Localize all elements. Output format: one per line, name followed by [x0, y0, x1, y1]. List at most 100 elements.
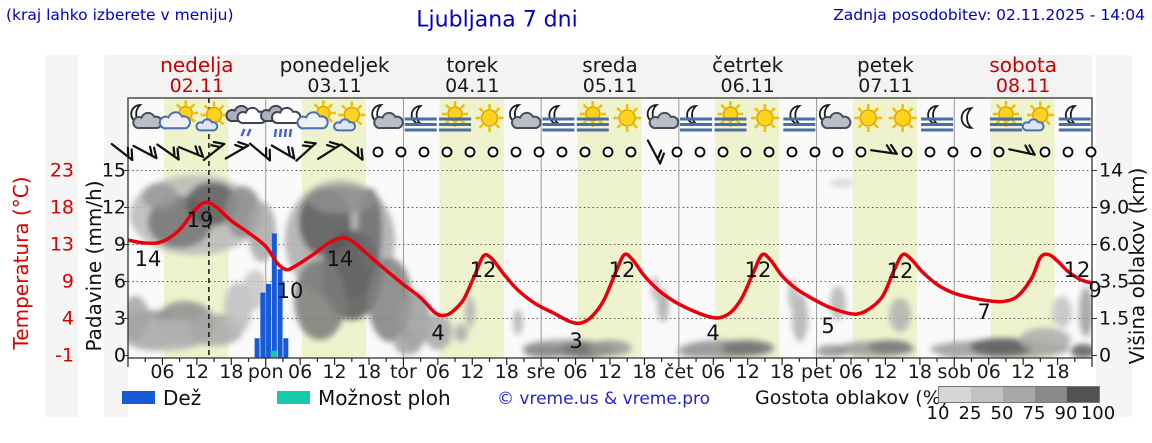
hour-label: 18	[219, 361, 243, 383]
barb-feather	[237, 140, 250, 147]
barb-feather	[360, 147, 364, 161]
sun-ray	[720, 103, 726, 110]
wind-barb-icon	[132, 144, 158, 160]
barb-feather	[325, 143, 337, 149]
day-header-sreda: sreda 05.11	[541, 55, 679, 97]
cloud-blob	[1052, 296, 1072, 328]
calm-wind-icon	[418, 146, 430, 158]
calm-wind-icon	[1085, 146, 1097, 158]
cloud-blob	[513, 309, 523, 335]
weather-icon-moon-fog	[783, 105, 816, 132]
page-title: Ljubljana 7 dni	[416, 7, 578, 33]
temp-axis-title: Temperatura (°C)	[9, 176, 33, 350]
calm-wind-icon	[579, 146, 591, 158]
calm-wind-icon	[924, 146, 936, 158]
temp-axis-tick: 23	[50, 160, 74, 182]
cloud-blob	[677, 344, 713, 358]
calm-wind-icon	[441, 146, 453, 158]
barb-feather	[885, 144, 894, 155]
cloud-blob	[1079, 287, 1092, 337]
hour-label: 18	[632, 361, 656, 383]
day-date: 04.11	[445, 75, 500, 97]
calm-wind-icon	[487, 146, 499, 158]
density-gradient-cell	[971, 387, 1003, 402]
sun-ray	[478, 107, 485, 113]
calm-wind-icon	[970, 146, 982, 158]
barb-feather	[234, 143, 246, 150]
weather-icon-moon-fog	[921, 105, 954, 132]
sun-ray	[582, 103, 589, 110]
day-name: ponedeljek	[279, 53, 390, 77]
day-date: 07.11	[858, 75, 913, 97]
rain-bar	[283, 338, 289, 358]
weather-icon-sun-fog	[989, 101, 1022, 132]
temperature-curve	[128, 200, 1092, 326]
temp-axis-tick: 13	[50, 234, 74, 256]
hour-label: 06	[563, 361, 587, 383]
sun-ray	[632, 107, 639, 113]
temp-annotation: 10	[277, 279, 304, 303]
daylight-band	[577, 98, 642, 358]
rain-bar	[271, 233, 277, 358]
day-header-ponedeljek: ponedeljek 03.11	[266, 55, 404, 97]
density-tick-label: 50	[990, 403, 1014, 424]
sun-ray	[597, 103, 603, 110]
sun-ray	[356, 120, 363, 126]
day-name: sreda	[582, 53, 638, 77]
shower-bar	[270, 350, 277, 358]
rain-drop	[240, 128, 246, 137]
weather-icon-sun-cloud	[195, 101, 228, 132]
rain-bar	[266, 283, 272, 358]
cloud-shape	[296, 111, 329, 130]
left-axis-strip	[45, 55, 78, 417]
cloud-blob	[970, 338, 1034, 356]
weather-icon-sun	[750, 104, 779, 132]
temp-annotation: 4	[706, 321, 719, 345]
wind-barb-icon	[110, 142, 134, 162]
day-date: 02.11	[169, 75, 225, 97]
cloud-height-axis-tick: 3.5	[1099, 271, 1129, 293]
day-abbrev-label: tor	[390, 361, 417, 383]
cloud-height-axis-title: Višina oblakov (km)	[1125, 167, 1149, 365]
calm-wind-icon	[855, 146, 867, 158]
weather-icon-cloud-sun	[296, 100, 336, 130]
cloud-shape	[648, 111, 680, 129]
barb-feather	[264, 146, 268, 159]
barb-feather	[172, 146, 176, 158]
cloud-blob	[722, 340, 774, 356]
wind-barb-icon	[340, 143, 364, 161]
cloud-blob	[1019, 328, 1071, 352]
rain-drop	[273, 128, 278, 138]
cloud-height-axis-tick: 14	[1099, 160, 1123, 182]
showers-legend-swatch	[277, 391, 310, 404]
weather-icon-sun-fog	[439, 101, 472, 132]
temp-annotation: 12	[1064, 258, 1091, 282]
cloud-blob	[889, 298, 911, 332]
barb-feather	[301, 144, 314, 148]
barb-feather	[304, 140, 317, 145]
hour-label: 18	[908, 361, 932, 383]
calm-wind-icon	[740, 146, 752, 158]
cloud-blob	[1071, 344, 1092, 358]
sun-ray	[1010, 103, 1017, 110]
sun-ray	[327, 103, 334, 109]
hour-label: 06	[701, 361, 725, 383]
cloud-blob	[142, 183, 178, 209]
weather-icon-moon-cloud	[509, 104, 542, 129]
density-gradient-cell	[1003, 387, 1035, 402]
cloud-height-axis-tick: 6.0	[1099, 234, 1129, 256]
precip-axis-tick: 12	[102, 197, 126, 219]
day-date: 06.11	[720, 75, 775, 97]
calm-wind-icon	[556, 146, 568, 158]
sun-disc	[859, 109, 877, 127]
wind-barb-icon	[270, 144, 296, 160]
credit-link[interactable]: © vreme.us & vreme.pro	[497, 389, 711, 409]
calm-wind-icon	[533, 146, 545, 158]
sun-ray	[459, 103, 466, 110]
sun-ray	[341, 104, 347, 110]
weather-icon-sun-cloud	[1021, 101, 1054, 132]
cloud-blob	[830, 179, 854, 187]
sun-ray	[908, 107, 914, 113]
last-updated: Zadnja posodobitev: 02.11.2025 - 14:04	[833, 6, 1145, 24]
hour-label: 18	[495, 361, 519, 383]
